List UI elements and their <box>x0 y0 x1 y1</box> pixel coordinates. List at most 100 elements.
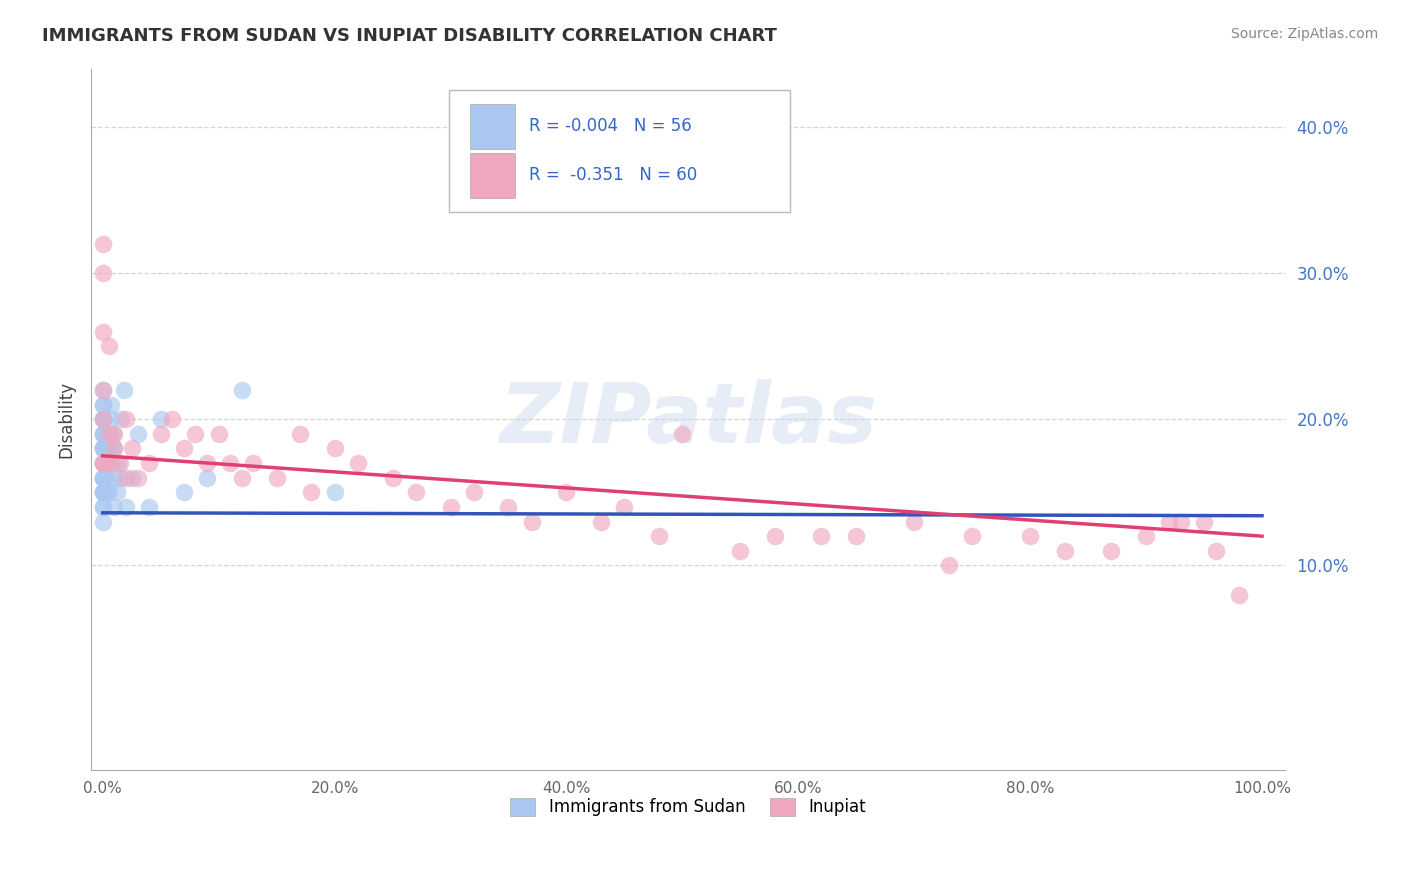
Text: R = -0.004   N = 56: R = -0.004 N = 56 <box>530 117 692 135</box>
FancyBboxPatch shape <box>470 153 515 198</box>
Point <box>103 442 125 456</box>
Point <box>91 456 114 470</box>
Point <box>91 266 114 280</box>
Point <box>498 500 520 514</box>
Point <box>613 500 636 514</box>
Point <box>195 456 218 470</box>
Point <box>1053 543 1076 558</box>
Point <box>103 471 125 485</box>
Point <box>730 543 752 558</box>
Point <box>91 456 114 470</box>
Point <box>439 500 461 514</box>
Point <box>121 471 143 485</box>
Point <box>520 515 543 529</box>
Point <box>219 456 242 470</box>
Point <box>91 442 114 456</box>
Point <box>195 471 218 485</box>
Point <box>1019 529 1042 543</box>
Point <box>1205 543 1227 558</box>
Point <box>98 412 121 426</box>
Point <box>91 500 114 514</box>
Point <box>91 485 114 500</box>
Point <box>97 456 120 470</box>
Point <box>91 456 114 470</box>
Point <box>1170 515 1192 529</box>
Point <box>115 412 138 426</box>
Point <box>1135 529 1157 543</box>
Point <box>648 529 671 543</box>
Point <box>91 412 114 426</box>
Point <box>112 383 135 397</box>
Point <box>91 383 114 397</box>
Point <box>96 456 118 470</box>
Point <box>91 471 114 485</box>
Point <box>91 398 114 412</box>
Point <box>91 471 114 485</box>
Point <box>763 529 786 543</box>
Point <box>91 500 114 514</box>
Point <box>91 426 114 441</box>
Point <box>91 236 114 251</box>
Point <box>96 471 118 485</box>
Point <box>555 485 578 500</box>
Point <box>1159 515 1181 529</box>
Point <box>103 426 125 441</box>
Point <box>810 529 832 543</box>
Point <box>91 471 114 485</box>
Point <box>138 500 160 514</box>
Point <box>96 442 118 456</box>
Point <box>91 515 114 529</box>
Point <box>91 485 114 500</box>
Point <box>108 456 131 470</box>
Point <box>91 471 114 485</box>
FancyBboxPatch shape <box>450 89 790 212</box>
Point <box>346 456 368 470</box>
Point <box>103 442 125 456</box>
Point <box>91 398 114 412</box>
Point <box>91 485 114 500</box>
Point <box>242 456 264 470</box>
Point <box>288 426 311 441</box>
Point <box>463 485 485 500</box>
Point <box>101 426 124 441</box>
Legend: Immigrants from Sudan, Inupiat: Immigrants from Sudan, Inupiat <box>502 789 875 825</box>
Point <box>903 515 925 529</box>
Point <box>91 442 114 456</box>
Point <box>1099 543 1122 558</box>
Point <box>127 471 149 485</box>
Point <box>208 426 231 441</box>
Point <box>231 471 253 485</box>
Point <box>91 325 114 339</box>
Point <box>960 529 983 543</box>
Point <box>671 426 693 441</box>
Point <box>97 485 120 500</box>
Point <box>91 412 114 426</box>
Point <box>91 426 114 441</box>
Point <box>97 426 120 441</box>
Point <box>96 456 118 470</box>
Point <box>845 529 868 543</box>
Point <box>100 398 122 412</box>
Point <box>1227 588 1250 602</box>
Text: Source: ZipAtlas.com: Source: ZipAtlas.com <box>1230 27 1378 41</box>
Point <box>91 456 114 470</box>
Point <box>96 485 118 500</box>
Point <box>107 456 129 470</box>
Point <box>266 471 288 485</box>
Point <box>173 485 195 500</box>
Y-axis label: Disability: Disability <box>58 381 75 458</box>
Point <box>149 412 172 426</box>
Point <box>231 383 253 397</box>
Point <box>184 426 207 441</box>
Point <box>173 442 195 456</box>
Point <box>323 442 346 456</box>
Point <box>101 456 124 470</box>
Text: ZIPatlas: ZIPatlas <box>499 379 877 459</box>
Point <box>91 426 114 441</box>
Point <box>91 442 114 456</box>
Point <box>323 485 346 500</box>
Point <box>91 442 114 456</box>
Point <box>101 442 124 456</box>
Point <box>115 471 138 485</box>
Point <box>108 471 131 485</box>
